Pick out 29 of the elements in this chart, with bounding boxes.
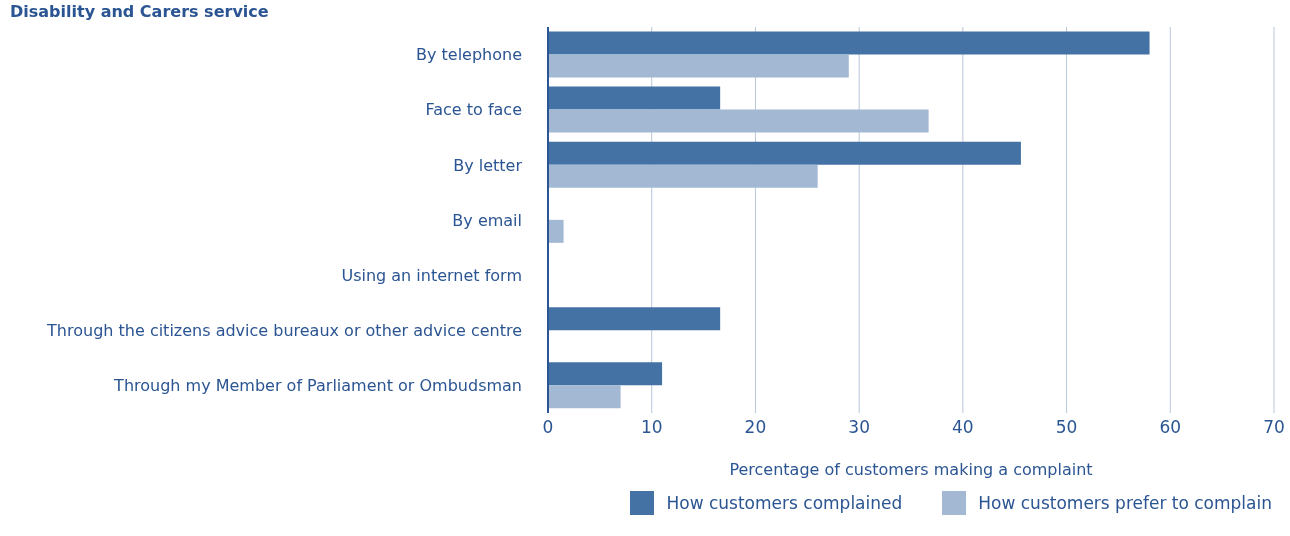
x-tick-label: 10 — [640, 417, 663, 438]
y-tick-label: Through my Member of Parliament or Ombudsman — [113, 376, 522, 396]
text: Disability and Carers service — [9, 1, 270, 23]
y-tick-label: By letter — [453, 155, 523, 175]
bar — [548, 109, 929, 133]
x-tick-label: 50 — [1055, 417, 1078, 438]
y-tick-label: By telephone — [415, 45, 522, 65]
bar — [548, 307, 721, 331]
bar — [548, 31, 1150, 55]
x-tick-label: 20 — [744, 417, 767, 438]
x-tick-label: 70 — [1263, 417, 1285, 438]
bar — [548, 141, 1021, 165]
y-tick-label: Through the citizens advice bureaux or other advice centre — [46, 320, 522, 340]
bar — [548, 54, 849, 78]
bar — [548, 86, 721, 110]
bar — [548, 362, 663, 386]
x-tick-label: 30 — [848, 417, 870, 438]
bar — [548, 385, 621, 409]
y-tick-label: By email — [452, 210, 522, 230]
x-tick-label: 60 — [1159, 417, 1182, 438]
y-tick-label: Face to face — [425, 100, 522, 120]
x-tick-label: 0 — [542, 417, 554, 438]
legend-label: How customers prefer to complain — [978, 493, 1272, 513]
bar — [548, 219, 564, 243]
y-tick-label: Using an internet form — [341, 265, 522, 285]
x-tick-label: 40 — [952, 417, 974, 438]
legend-label: How customers complained — [666, 493, 903, 513]
x-axis-title: Percentage of customers making a complaint — [729, 460, 1093, 479]
bar — [548, 164, 818, 188]
